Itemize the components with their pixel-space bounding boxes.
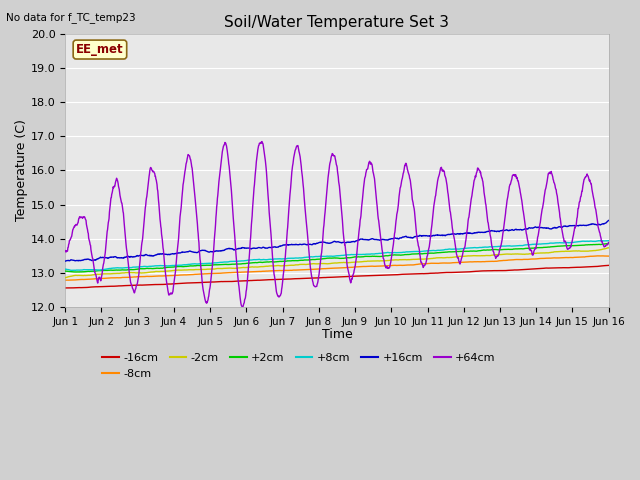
- Title: Soil/Water Temperature Set 3: Soil/Water Temperature Set 3: [225, 15, 449, 30]
- X-axis label: Time: Time: [321, 328, 352, 341]
- Legend: -16cm, -8cm, -2cm, +2cm, +8cm, +16cm, +64cm: -16cm, -8cm, -2cm, +2cm, +8cm, +16cm, +6…: [98, 349, 500, 383]
- Text: EE_met: EE_met: [76, 43, 124, 56]
- Y-axis label: Temperature (C): Temperature (C): [15, 120, 28, 221]
- Text: No data for f_TC_temp23: No data for f_TC_temp23: [6, 12, 136, 23]
